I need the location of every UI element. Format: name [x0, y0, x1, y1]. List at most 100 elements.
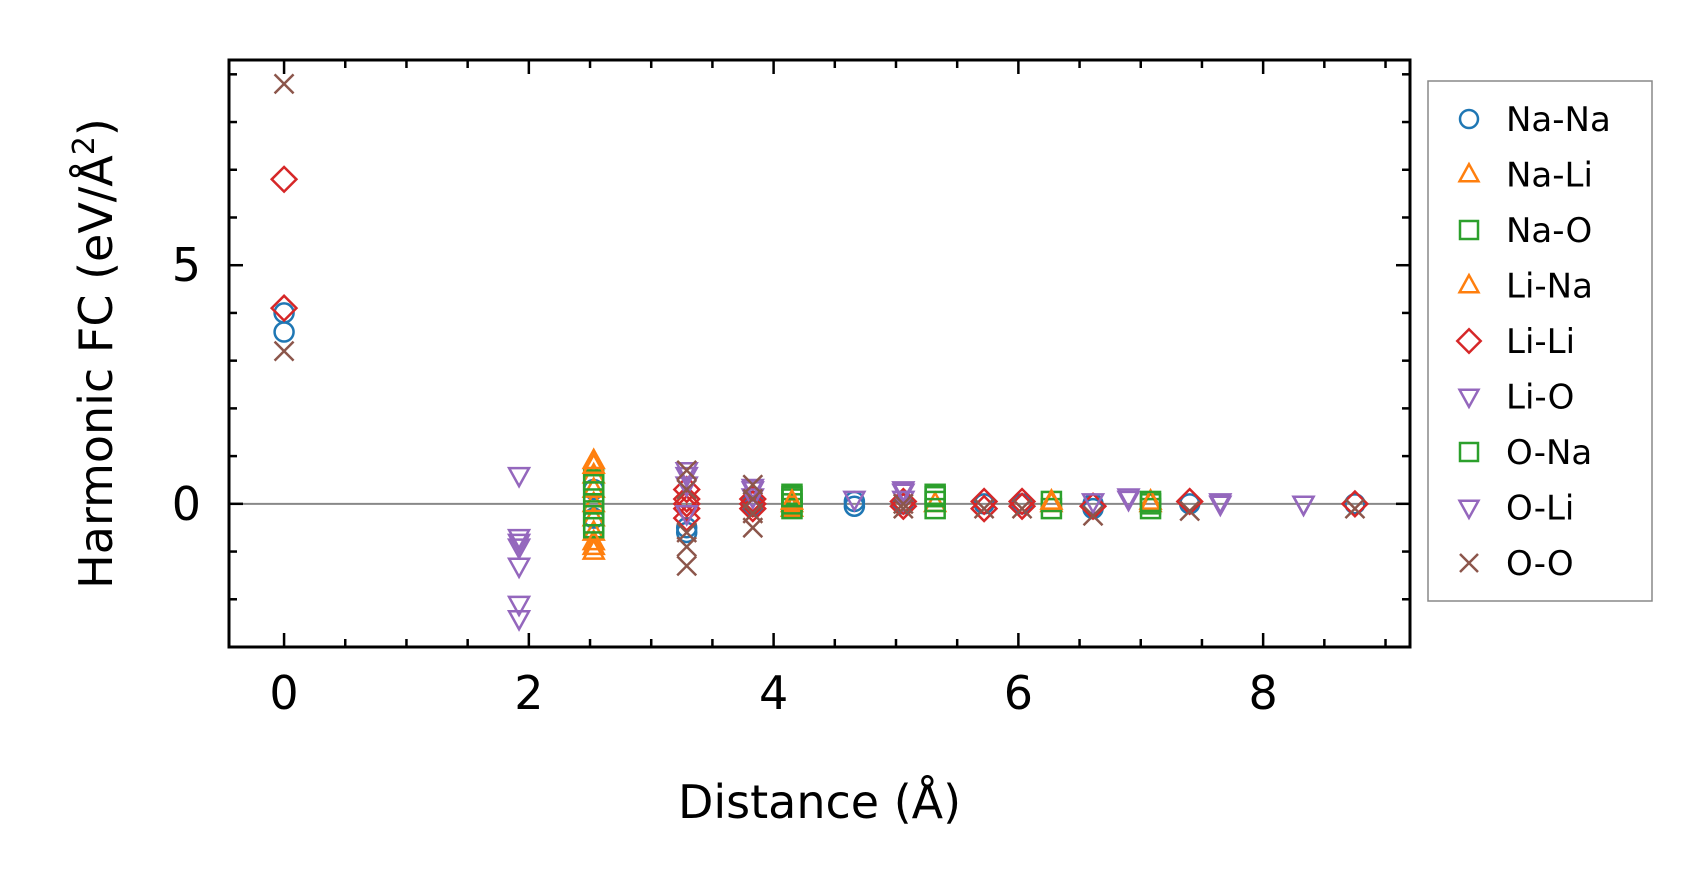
- data-point-li-o: [1291, 495, 1316, 518]
- x-tick-label: 4: [759, 666, 788, 720]
- data-point-na-li: [581, 476, 606, 498]
- y-tick-label: 0: [172, 477, 201, 531]
- legend-label: Na-O: [1506, 211, 1592, 251]
- legend-items: Na-Na Na-Li Na-O Li-Na Li-Li Li-O O-Na O-Li O-O: [1455, 100, 1611, 584]
- data-point-o-o: [1082, 505, 1104, 527]
- plot-frame: [227, 58, 1412, 649]
- legend-marker: [1458, 219, 1480, 241]
- data-points: [269, 73, 1370, 632]
- data-point-o-na: [924, 485, 946, 508]
- data-point-o-li: [891, 481, 916, 504]
- data-point-li-li: [672, 489, 701, 518]
- data-point-li-o: [506, 557, 532, 580]
- legend-label: Li-Li: [1506, 322, 1575, 362]
- data-point-o-o: [892, 498, 914, 519]
- data-point-li-o: [506, 595, 532, 618]
- data-point-na-o: [924, 497, 946, 520]
- y-axis-title: Harmonic FC (eV/Å2): [67, 118, 123, 589]
- data-point-o-o: [1011, 498, 1033, 519]
- data-point-li-li: [269, 165, 299, 194]
- legend-item: O-O: [1459, 544, 1574, 584]
- x-tick-label: 8: [1248, 666, 1277, 720]
- data-point-o-na: [1139, 490, 1162, 513]
- legend-item: Na-Na: [1458, 100, 1611, 140]
- data-point-o-li: [1208, 493, 1233, 515]
- y-axis-title-close: ): [69, 118, 123, 136]
- data-point-li-o: [674, 504, 699, 527]
- data-point-o-li: [506, 533, 532, 556]
- legend-item: Li-Li: [1455, 322, 1575, 362]
- data-point-o-li: [1291, 495, 1316, 518]
- legend-marker: [1459, 553, 1479, 573]
- data-point-na-li: [581, 447, 606, 470]
- data-point-li-li: [969, 487, 999, 516]
- legend-label: O-Na: [1506, 433, 1592, 473]
- legend-box: [1427, 80, 1653, 602]
- data-point-o-li: [1116, 488, 1141, 511]
- data-point-o-o: [273, 73, 295, 95]
- data-point-li-li: [672, 494, 701, 523]
- data-point-o-o: [676, 536, 698, 558]
- legend-marker: [1457, 388, 1481, 410]
- legend-marker: [1458, 441, 1480, 463]
- legend-marker: [1457, 161, 1481, 183]
- data-point-o-o: [273, 340, 295, 362]
- legend: Na-Na Na-Li Na-O Li-Na Li-Li Li-O O-Na O-Li O-O: [1427, 80, 1653, 602]
- legend-marker: [1457, 272, 1481, 294]
- data-point-li-li: [1007, 487, 1037, 516]
- data-point-li-li: [672, 475, 701, 504]
- data-point-li-o: [506, 609, 532, 632]
- data-point-o-na: [781, 485, 803, 508]
- legend-label: Li-Na: [1506, 267, 1593, 307]
- axis-ticks: [229, 60, 1410, 649]
- data-point-li-o: [674, 476, 699, 499]
- data-point-o-o: [676, 460, 698, 481]
- data-point-o-o: [973, 498, 995, 519]
- data-point-li-o: [740, 488, 765, 511]
- data-point-li-o: [506, 466, 532, 489]
- legend-label: Na-Na: [1506, 100, 1611, 140]
- data-point-o-o: [676, 479, 698, 500]
- data-point-li-o: [842, 490, 867, 513]
- data-point-li-o: [891, 490, 916, 513]
- data-point-o-na: [582, 473, 605, 496]
- legend-item: O-Li: [1457, 489, 1574, 529]
- legend-label: Na-Li: [1506, 156, 1593, 196]
- series-li-na: [581, 452, 1163, 551]
- data-point-li-na: [1039, 487, 1064, 510]
- data-point-o-o: [1179, 500, 1201, 522]
- data-point-li-li: [1078, 492, 1108, 521]
- data-point-li-na: [779, 487, 805, 510]
- x-tick-label: 6: [1004, 666, 1033, 720]
- data-point-o-li: [674, 462, 699, 484]
- data-point-o-o: [892, 493, 914, 515]
- data-point-li-li: [269, 294, 299, 323]
- data-point-o-o: [1344, 498, 1366, 519]
- y-axis-title-main: Harmonic FC (eV/Å: [69, 155, 123, 589]
- data-point-na-li: [923, 490, 948, 513]
- data-point-li-na: [1138, 487, 1163, 510]
- series-li-li: [269, 165, 1370, 533]
- data-point-li-o: [506, 538, 532, 561]
- data-point-o-na: [582, 512, 605, 534]
- series-o-na: [582, 473, 1162, 534]
- data-point-li-li: [672, 484, 701, 514]
- series-o-o: [273, 73, 1366, 577]
- tick-labels: 0 2 4 6 8 0 5: [172, 238, 1278, 720]
- legend-item: Na-Li: [1457, 156, 1593, 196]
- x-axis-title: Distance (Å): [678, 775, 961, 829]
- data-point-o-o: [742, 517, 764, 539]
- legend-label: O-O: [1506, 544, 1574, 584]
- data-point-na-li: [581, 533, 606, 556]
- x-tick-label: 0: [269, 666, 298, 720]
- y-axis-title-superscript: 2: [67, 136, 102, 155]
- legend-label: O-Li: [1506, 489, 1574, 529]
- data-point-o-o: [676, 555, 698, 577]
- legend-label: Li-O: [1506, 378, 1574, 418]
- data-point-na-na: [273, 321, 295, 343]
- series-na-na: [273, 302, 1366, 544]
- data-point-li-na: [581, 452, 606, 475]
- y-tick-label: 5: [172, 238, 201, 292]
- data-point-li-li: [738, 489, 767, 518]
